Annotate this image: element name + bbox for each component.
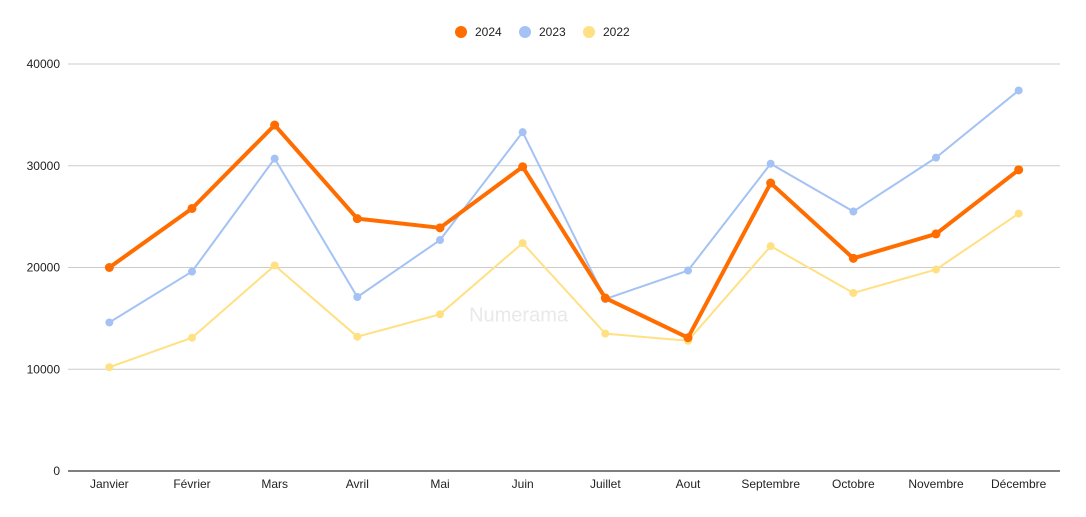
x-axis-tick-labels: Janvier Février Mars Avril Mai Juin Juillet Aou… (90, 477, 1047, 491)
legend-item-2024: 2024 (455, 25, 502, 39)
x-tick-label: Novembre (908, 477, 964, 491)
data-point-2024 (931, 229, 941, 239)
data-point-2024 (187, 203, 197, 213)
x-tick-label: Avril (346, 477, 369, 491)
x-tick-label: Juin (512, 477, 534, 491)
legend-marker (519, 26, 531, 38)
legend-label: 2023 (539, 25, 566, 39)
data-point-2023 (188, 267, 196, 276)
legend-label: 2024 (475, 25, 502, 39)
legend-item-2023: 2023 (519, 25, 566, 39)
x-tick-label: Aout (676, 477, 701, 491)
x-tick-label: Décembre (991, 477, 1047, 491)
data-point-2024 (270, 120, 280, 130)
series-2022 (105, 209, 1023, 372)
data-point-2022 (1014, 209, 1023, 218)
x-tick-label: Octobre (832, 477, 875, 491)
legend: 2024 2023 2022 (455, 25, 630, 39)
data-point-2023 (766, 159, 775, 168)
y-tick-label: 30000 (27, 159, 61, 173)
x-tick-label: Septembre (741, 477, 800, 491)
x-tick-label: Janvier (90, 477, 129, 491)
x-tick-label: Février (173, 477, 210, 491)
legend-marker (583, 26, 595, 38)
series-line-2024 (107, 123, 1021, 340)
gridlines (68, 63, 1060, 472)
data-point-2024 (352, 214, 362, 224)
legend-marker (455, 26, 467, 38)
data-point-2024 (766, 178, 776, 188)
data-point-2024 (104, 263, 114, 272)
data-point-2023 (932, 153, 940, 162)
data-point-2023 (1014, 86, 1023, 95)
data-point-2022 (932, 265, 940, 274)
legend-item-2022: 2022 (583, 25, 630, 39)
series-2024 (104, 120, 1024, 343)
series-lines (104, 86, 1024, 372)
x-tick-label: Mai (430, 477, 449, 491)
series-2023 (105, 86, 1023, 327)
x-tick-label: Juillet (590, 477, 621, 491)
data-point-2022 (766, 242, 775, 251)
data-point-2024 (435, 223, 445, 233)
data-point-2022 (601, 329, 610, 338)
series-line-2023 (108, 89, 1020, 324)
y-tick-label: 10000 (27, 362, 61, 376)
x-tick-label: Mars (261, 477, 288, 491)
y-axis-tick-labels: 0 10000 20000 30000 40000 (27, 57, 61, 478)
data-point-2024 (600, 293, 610, 303)
data-point-2023 (684, 266, 692, 275)
data-point-2022 (270, 261, 279, 270)
series-line-2022 (108, 212, 1020, 369)
watermark-text: Numerama (469, 304, 569, 326)
data-point-2024 (1014, 165, 1024, 175)
data-point-2024 (518, 162, 528, 172)
y-tick-label: 0 (53, 464, 60, 478)
data-point-2022 (188, 333, 196, 342)
y-tick-label: 40000 (27, 57, 61, 71)
data-point-2023 (518, 128, 527, 137)
data-point-2022 (105, 363, 114, 372)
y-tick-label: 20000 (27, 261, 61, 275)
data-point-2023 (353, 293, 362, 302)
data-point-2022 (849, 288, 858, 297)
data-point-2022 (518, 239, 527, 248)
data-point-2022 (353, 332, 362, 341)
data-point-2023 (436, 236, 444, 245)
data-point-2024 (848, 253, 858, 263)
data-point-2023 (849, 207, 858, 216)
data-point-2024 (683, 333, 693, 343)
data-point-2023 (270, 154, 279, 163)
data-point-2022 (436, 310, 444, 319)
data-point-2023 (105, 318, 114, 327)
legend-label: 2022 (603, 25, 630, 39)
